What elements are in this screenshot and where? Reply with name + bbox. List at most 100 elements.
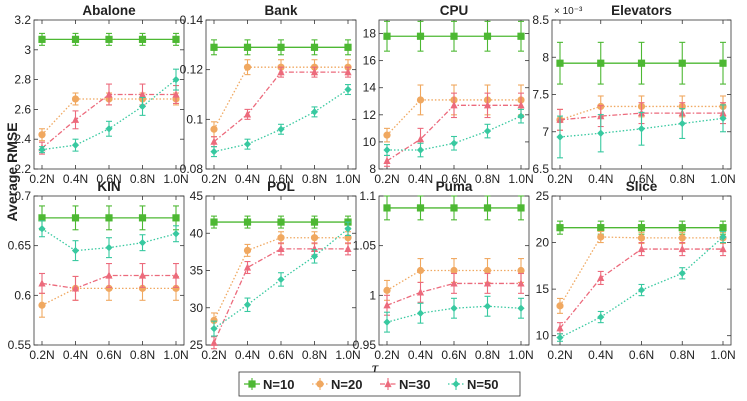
- data-point: [483, 266, 492, 275]
- series-line: [386, 305, 522, 323]
- data-point: [416, 96, 425, 104]
- x-tick-label: 0.2N: [374, 172, 399, 186]
- y-tick-label: 0.7: [14, 189, 31, 203]
- series-n-10: [383, 195, 525, 221]
- series-line: [559, 248, 723, 329]
- y-tick-label: 7.5: [532, 88, 549, 102]
- data-point: [38, 146, 46, 154]
- y-tick-label: 3: [24, 43, 31, 57]
- x-tick-label: 0.6N: [268, 348, 293, 362]
- series-n-50: [210, 221, 352, 337]
- data-point: [243, 301, 252, 309]
- series-n-10: [38, 205, 180, 231]
- data-point: [105, 35, 113, 43]
- x-tick-label: 0.8N: [670, 348, 695, 362]
- series-line: [41, 274, 176, 290]
- x-tick-label: 1.0N: [163, 348, 188, 362]
- data-point: [556, 59, 564, 67]
- data-point: [597, 59, 605, 67]
- legend-label: N=20: [331, 377, 362, 392]
- data-point: [383, 146, 391, 154]
- y-tick-label: 30: [190, 301, 204, 315]
- x-tick-label: 0.4N: [63, 172, 88, 186]
- series-n-10: [210, 39, 352, 56]
- data-point: [556, 133, 564, 141]
- series-line: [559, 236, 723, 307]
- data-point: [450, 266, 458, 275]
- x-tick-label: 0.2N: [201, 348, 226, 362]
- x-tick-label: 0.8N: [475, 172, 500, 186]
- legend-marker: [316, 380, 324, 388]
- data-point: [450, 32, 458, 40]
- data-point: [416, 309, 425, 317]
- legend-item-n-10: N=10: [244, 377, 294, 392]
- data-point: [105, 125, 113, 133]
- y-tick-label: 35: [190, 264, 204, 278]
- data-point: [556, 302, 564, 310]
- y-tick-label: 0.08: [180, 162, 204, 176]
- y-tick-label: 25: [536, 189, 550, 203]
- x-tick-label: 0.6N: [96, 172, 121, 186]
- data-point: [71, 141, 80, 149]
- data-point: [138, 271, 147, 279]
- x-axis-label: τ: [372, 358, 379, 378]
- panel-cpu: CPU 8 10 12 14 16 18 0.2N 0.4N 0.6N 0.8N 1.0N: [363, 3, 534, 186]
- data-point: [517, 101, 525, 109]
- series-n-20: [383, 84, 525, 143]
- x-tick-label: 0.2N: [547, 348, 572, 362]
- x-tick-label: 0.2N: [201, 172, 226, 186]
- data-point: [310, 244, 319, 252]
- y-tick-label: 12: [363, 108, 377, 122]
- data-point: [138, 239, 147, 247]
- series-line: [213, 248, 348, 344]
- data-point: [172, 76, 180, 84]
- data-point: [383, 204, 391, 212]
- data-point: [450, 304, 458, 312]
- data-point: [450, 204, 458, 212]
- data-point: [483, 32, 492, 40]
- panel-slice: Slice 10 15 20 25 0.2N 0.4N 0.6N 0.8N 1.0N: [536, 179, 736, 362]
- legend-marker: [452, 380, 460, 388]
- data-point: [344, 43, 352, 51]
- data-point: [105, 214, 113, 222]
- data-point: [383, 301, 391, 309]
- series-n-10: [556, 220, 727, 235]
- data-point: [277, 43, 285, 51]
- data-point: [416, 204, 425, 212]
- series-n-30: [38, 83, 180, 155]
- data-point: [483, 302, 492, 310]
- data-point: [172, 230, 180, 238]
- data-point: [243, 263, 252, 271]
- y-tick-label: 18: [363, 27, 377, 41]
- legend: N=10 N=20 N=30 N=50: [238, 371, 521, 397]
- y-tick-label: 8: [542, 50, 549, 64]
- series-n-10: [38, 32, 180, 46]
- y-tick-label: 0.12: [180, 63, 204, 77]
- plot-frame: [551, 195, 732, 346]
- legend-marker: [248, 380, 256, 388]
- data-point: [243, 246, 252, 254]
- x-tick-label: 1.0N: [335, 172, 360, 186]
- data-point: [517, 279, 525, 287]
- data-point: [719, 233, 727, 241]
- data-point: [172, 284, 180, 292]
- series-n-30: [210, 242, 352, 350]
- y-tick-label: 0.55: [8, 338, 32, 352]
- x-tick-label: 0.4N: [408, 172, 433, 186]
- data-point: [344, 225, 352, 233]
- data-point: [483, 127, 492, 135]
- data-point: [416, 135, 425, 143]
- data-point: [172, 214, 180, 222]
- data-point: [517, 112, 525, 120]
- panel-elevators: Elevators × 10⁻³ 6.5 7 7.5 8 8.5 0.2N 0.4N 0.6N 0.…: [532, 3, 735, 186]
- data-point: [637, 234, 646, 242]
- data-point: [310, 108, 319, 116]
- data-point: [483, 204, 492, 212]
- x-tick-label: 0.2N: [29, 348, 54, 362]
- y-tick-label: 20: [536, 236, 550, 250]
- series-line: [559, 105, 723, 121]
- panel-title: CPU: [440, 3, 469, 18]
- y-tick-label: 8.5: [532, 13, 549, 27]
- series-line: [213, 88, 349, 153]
- data-point: [597, 224, 605, 232]
